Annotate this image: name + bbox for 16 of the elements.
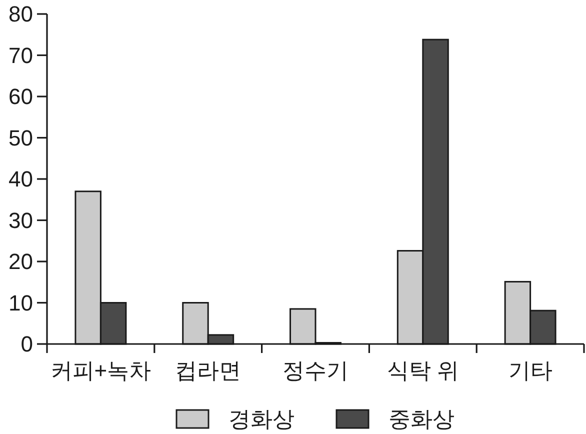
y-tick-label: 80 xyxy=(8,2,33,26)
x-tick-label: 기타 xyxy=(508,358,552,383)
legend-label: 중화상 xyxy=(388,406,454,432)
x-tick-label: 커피+녹차 xyxy=(50,358,152,383)
y-tick-label: 0 xyxy=(20,332,33,356)
y-tick-label: 70 xyxy=(8,42,33,68)
x-tick-label: 식탁 위 xyxy=(386,358,459,383)
legend-label: 경화상 xyxy=(228,406,294,432)
y-tick-label: 40 xyxy=(8,166,33,192)
y-tick-label: 50 xyxy=(8,125,33,150)
y-tick-label: 20 xyxy=(8,249,33,274)
x-tick-label: 정수기 xyxy=(282,358,348,383)
y-tick-label: 10 xyxy=(8,290,33,316)
x-tick-label: 컵라면 xyxy=(175,358,242,383)
y-tick-label: 30 xyxy=(8,208,33,233)
y-tick-label: 60 xyxy=(8,84,33,109)
